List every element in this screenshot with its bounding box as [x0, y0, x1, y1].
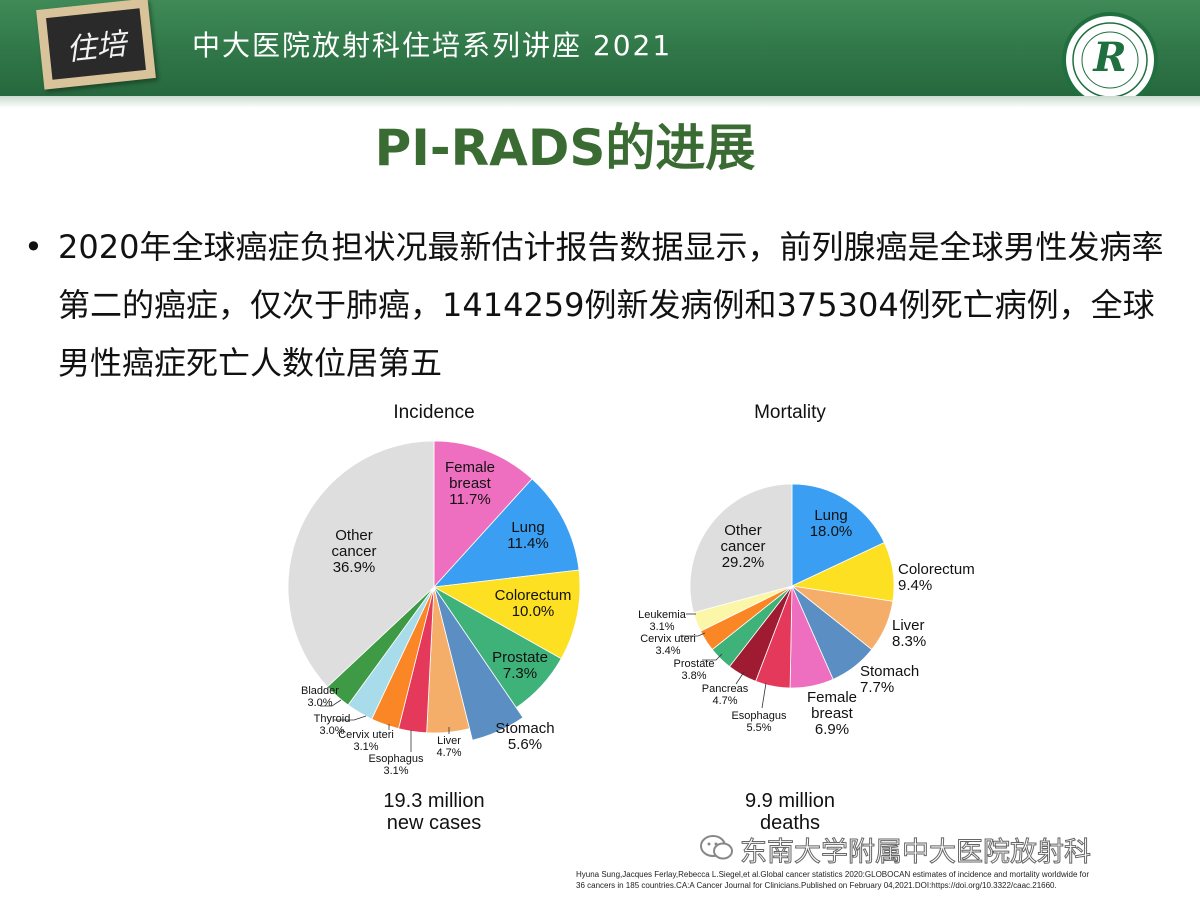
- mortality-leader-line: [680, 632, 706, 637]
- wechat-icon: [700, 835, 733, 860]
- mortality-slice-colorectum-label: Colorectum 9.4%: [898, 561, 975, 594]
- incidence-slice-other-cancer-label: Other cancer 36.9%: [331, 527, 376, 576]
- mortality-leader-line: [702, 653, 723, 661]
- mortality-slice-other-cancer: [689, 483, 793, 614]
- series-title: 中大医院放射科住培系列讲座 2021: [192, 29, 673, 62]
- mortality-caption-line: 9.9 million: [744, 790, 836, 812]
- mortality-slice-stomach-label: Stomach 7.7%: [860, 663, 919, 696]
- incidence-slice-lung: [432, 478, 580, 588]
- mortality-slice-lung: [791, 483, 885, 587]
- incidence-leader-line: [320, 699, 342, 707]
- mortality-slice-pancreas-label: Pancreas 4.7%: [702, 683, 749, 707]
- mortality-slice-other-cancer-label: Other cancer 29.2%: [720, 522, 765, 571]
- watermark-text: 东南大学附属中大医院放射科: [740, 837, 1092, 869]
- incidence-slice-cervix-uteri-label: Cervix uteri 3.1%: [338, 729, 394, 753]
- mortality-slice-prostate-label: Prostate 3.8%: [674, 658, 715, 682]
- mortality-slice-cervix-uteri-label: Cervix uteri 3.4%: [640, 633, 696, 657]
- mortality-chart-title: Mortality: [754, 402, 826, 423]
- header-stripe: [0, 96, 1200, 108]
- bullet-marker: •: [24, 228, 43, 266]
- incidence-slice-prostate-label: Prostate 7.3%: [492, 649, 548, 682]
- reference-line: Hyuna Sung,Jacques Ferlay,Rebecca L.Sieg…: [576, 870, 1089, 879]
- reference-line: 36 cancers in 185 countries.CA:A Cancer …: [576, 881, 1057, 890]
- incidence-caption: 19.3 million new cases: [334, 790, 534, 834]
- incidence-slice-esophagus-label: Esophagus 3.1%: [368, 753, 424, 777]
- mortality-slice-esophagus-label: Esophagus 5.5%: [731, 710, 787, 734]
- incidence-slice-bladder-label: Bladder 3.0%: [301, 685, 339, 709]
- incidence-leader-line: [334, 715, 367, 721]
- incidence-slice-thyroid-label: Thyroid 3.0%: [314, 713, 351, 737]
- incidence-slice-stomach-label: Stomach 5.6%: [495, 720, 554, 753]
- mortality-caption: 9.9 million deaths: [690, 790, 890, 834]
- mortality-leader-line: [735, 671, 745, 685]
- reference-citation: Hyuna Sung,Jacques Ferlay,Rebecca L.Sieg…: [576, 869, 1196, 891]
- bullet-text: 2020年全球癌症负担状况最新估计报告数据显示，前列腺癌是全球男性发病率第二的癌…: [58, 228, 1164, 382]
- incidence-slice-colorectum: [432, 569, 581, 660]
- incidence-slice-colorectum-label: Colorectum 10.0%: [495, 587, 572, 620]
- hospital-logo-icon: R: [1062, 12, 1158, 108]
- slide-title: PI-RADS的进展: [374, 119, 756, 177]
- header-bar: 住培 中大医院放射科住培系列讲座 2021 R: [0, 0, 1200, 108]
- incidence-slice-female-breast-label: Female breast 11.7%: [445, 459, 495, 508]
- mortality-slice-liver-label: Liver 8.3%: [892, 617, 926, 650]
- mortality-slice-lung-label: Lung 18.0%: [810, 507, 853, 540]
- incidence-caption-line: new cases: [386, 812, 482, 834]
- incidence-slice-stomach: [433, 586, 524, 741]
- mortality-leader-line: [761, 682, 767, 709]
- mortality-slice-female-breast-label: Female breast 6.9%: [807, 689, 857, 738]
- mortality-caption-line: deaths: [759, 812, 821, 834]
- logo-letter: R: [1093, 34, 1127, 81]
- incidence-slice-other-cancer: [287, 440, 435, 688]
- incidence-slice-lung-label: Lung 11.4%: [507, 519, 548, 552]
- incidence-caption-line: 19.3 million: [383, 790, 485, 812]
- incidence-slice-female-breast: [433, 440, 533, 589]
- incidence-chart-title: Incidence: [393, 402, 475, 423]
- incidence-slice-liver-label: Liver 4.7%: [436, 735, 461, 759]
- mortality-slice-leukemia-label: Leukemia 3.1%: [638, 609, 687, 633]
